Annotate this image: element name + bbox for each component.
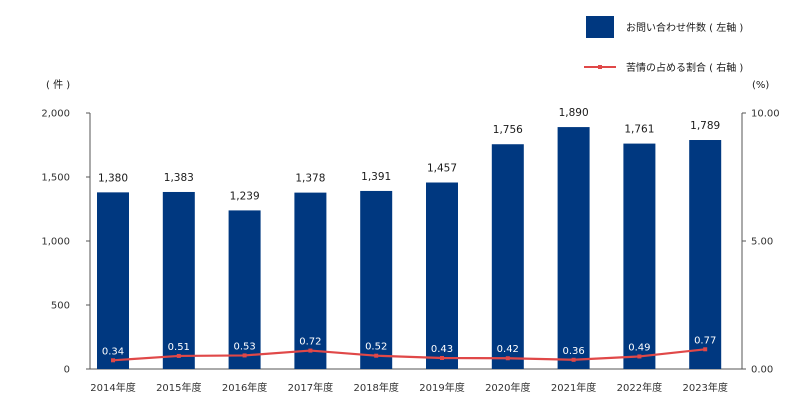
- ratio-point: [440, 355, 444, 360]
- ratio-value-label: 0.42: [497, 344, 519, 355]
- right-tick-label: 0.00: [751, 365, 773, 376]
- ratio-line: [111, 347, 708, 363]
- left-axis-unit: ( 件 ): [46, 79, 70, 91]
- x-tick-label: 2019年度: [419, 381, 464, 394]
- bar-value-label: 1,457: [427, 163, 457, 175]
- left-tick-label: 500: [51, 301, 70, 312]
- bar-value-label: 1,761: [624, 124, 654, 136]
- ratio-labels: 0.34 0.51 0.53 0.72 0.52 0.43 0.42 0.36 0.49 0.77: [102, 335, 716, 357]
- ratio-value-label: 0.34: [102, 346, 124, 357]
- bar: [426, 182, 458, 369]
- axes: 0 500 1,000 1,500 2,000 0.00 5.00 10.00: [41, 109, 779, 376]
- x-tick-label: 2021年度: [551, 381, 596, 394]
- bar-value-label: 1,378: [295, 173, 325, 185]
- right-tick-label: 10.00: [751, 109, 780, 120]
- bar-value-label: 1,890: [559, 107, 589, 119]
- x-tick-label: 2016年度: [222, 381, 267, 394]
- legend: お問い合わせ件数 ( 左軸 ) 苦情の占める割合 ( 右軸 ): [584, 16, 743, 74]
- left-tick-label: 1,000: [41, 237, 70, 248]
- right-tick-label: 5.00: [751, 237, 773, 248]
- x-axis-labels: 2014年度 2015年度 2016年度 2017年度 2018年度 2019年度 2020…: [90, 381, 728, 394]
- bar-value-label: 1,380: [98, 172, 128, 184]
- x-tick-label: 2015年度: [156, 381, 201, 394]
- x-tick-label: 2014年度: [90, 381, 135, 394]
- ratio-value-label: 0.77: [694, 335, 716, 346]
- ratio-value-label: 0.51: [168, 342, 190, 353]
- bar-value-label: 1,756: [493, 124, 523, 136]
- bar-value-label: 1,391: [361, 171, 391, 183]
- legend-line-marker: [598, 65, 602, 69]
- ratio-point: [703, 347, 708, 352]
- bar-labels: 1,380 1,383 1,239 1,378 1,391 1,457 1,756 1,890…: [98, 107, 720, 202]
- x-tick-label: 2020年度: [485, 381, 530, 394]
- bar: [162, 191, 195, 369]
- ratio-value-label: 0.43: [431, 344, 453, 355]
- bar-value-label: 1,239: [230, 190, 260, 202]
- legend-bar-swatch: [586, 16, 614, 38]
- legend-line-label: 苦情の占める割合 ( 右軸 ): [626, 61, 743, 74]
- bar: [623, 143, 656, 369]
- x-tick-label: 2018年度: [353, 381, 398, 394]
- x-tick-label: 2023年度: [682, 381, 727, 394]
- left-tick-label: 1,500: [41, 173, 70, 184]
- left-tick-label: 2,000: [41, 109, 70, 120]
- bar-value-label: 1,383: [164, 172, 194, 184]
- x-tick-label: 2017年度: [288, 381, 333, 394]
- ratio-point: [176, 353, 181, 358]
- bars: [97, 127, 722, 369]
- bar: [689, 140, 722, 369]
- bar: [491, 144, 524, 369]
- ratio-series-line: [112, 348, 706, 362]
- ratio-point: [571, 357, 576, 362]
- bar: [557, 127, 590, 369]
- bar-value-label: 1,789: [690, 120, 720, 132]
- ratio-value-label: 0.53: [233, 341, 255, 352]
- bar: [294, 192, 327, 369]
- ratio-value-label: 0.72: [299, 337, 321, 348]
- ratio-point: [637, 354, 642, 359]
- ratio-value-label: 0.49: [628, 342, 650, 353]
- left-tick-label: 0: [64, 365, 70, 376]
- legend-bar-label: お問い合わせ件数 ( 左軸 ): [626, 21, 743, 34]
- ratio-value-label: 0.52: [365, 342, 387, 353]
- bar: [228, 210, 261, 369]
- x-tick-label: 2022年度: [617, 381, 662, 394]
- ratio-value-label: 0.36: [562, 346, 584, 357]
- ratio-point: [242, 353, 247, 358]
- ratio-point: [374, 353, 379, 358]
- ratio-point: [505, 356, 510, 361]
- right-axis-unit: (%): [752, 80, 769, 91]
- ratio-point: [111, 358, 115, 363]
- ratio-point: [308, 348, 313, 353]
- bar: [97, 192, 129, 369]
- bar: [360, 190, 393, 369]
